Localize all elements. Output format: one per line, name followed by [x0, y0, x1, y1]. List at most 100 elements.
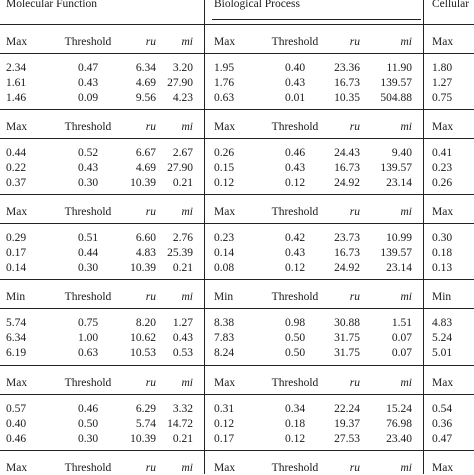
table-cell: 0.37: [6, 177, 27, 189]
table-cell: 0.30: [77, 433, 99, 445]
header-cell: Threshold: [271, 206, 319, 218]
header-cell: mi: [400, 291, 413, 303]
header-cell: Max: [432, 462, 454, 474]
table-cell: 27.90: [167, 162, 193, 174]
header-cell: Threshold: [64, 36, 112, 48]
table-cell: 3.32: [172, 403, 193, 415]
column-divider: [423, 0, 424, 474]
table-cell: 504.88: [380, 92, 412, 104]
table-cell: 10.99: [386, 232, 412, 244]
table-cell: 0.17: [6, 247, 27, 259]
table-cell: 8.24: [214, 347, 235, 359]
table-cell: 0.12: [284, 177, 306, 189]
table-cell: 5.74: [6, 317, 27, 329]
group-title-biological-process: Biological Process: [214, 0, 300, 10]
header-cell: mi: [400, 206, 413, 218]
table-cell: 0.14: [214, 247, 235, 259]
table-cell: 6.67: [135, 147, 156, 159]
table-cell: 2.76: [172, 232, 193, 244]
table-cell: 8.20: [135, 317, 156, 329]
table-cell: 0.01: [284, 92, 306, 104]
header-cell: ru: [349, 121, 360, 133]
table-cell: 7.83: [214, 332, 235, 344]
table-cell: 1.27: [172, 317, 193, 329]
header-cell: Max: [6, 462, 28, 474]
table-cell: 23.36: [334, 62, 360, 74]
table-cell: 139.57: [380, 247, 412, 259]
table-cell: 1.61: [6, 77, 27, 89]
table-cell: 4.23: [172, 92, 193, 104]
table-cell: 0.18: [284, 418, 306, 430]
header-cell: ru: [145, 121, 156, 133]
table-cell: 0.50: [284, 347, 306, 359]
table-cell: 0.75: [432, 92, 453, 104]
table-cell: 0.34: [284, 403, 306, 415]
header-cell: Max: [432, 377, 454, 389]
header-cell: mi: [181, 377, 194, 389]
table-cell: 27.90: [167, 77, 193, 89]
section-rule: [0, 109, 474, 110]
table-cell: 10.39: [130, 433, 156, 445]
table-cell: 5.74: [135, 418, 156, 430]
table-cell: 10.39: [130, 177, 156, 189]
table-cell: 0.13: [432, 262, 453, 274]
table-cell: 0.46: [284, 147, 306, 159]
header-cell: mi: [181, 36, 194, 48]
table-cell: 16.73: [334, 247, 360, 259]
table-cell: 4.83: [135, 247, 156, 259]
header-cell: ru: [145, 462, 156, 474]
header-cell: Min: [6, 291, 26, 303]
group-title-molecular-function: Molecular Function: [6, 0, 98, 10]
table-cell: 16.73: [334, 77, 360, 89]
table-cell: 3.20: [172, 62, 193, 74]
table-cell: 0.43: [77, 162, 99, 174]
table-cell: 0.54: [432, 403, 453, 415]
table-cell: 4.69: [135, 77, 156, 89]
column-divider: [204, 0, 205, 474]
header-cell: ru: [145, 377, 156, 389]
table-cell: 23.73: [334, 232, 360, 244]
header-cell: Threshold: [271, 121, 319, 133]
table-cell: 0.47: [432, 433, 453, 445]
table-cell: 11.90: [386, 62, 412, 74]
table-cell: 0.15: [214, 162, 235, 174]
header-cell: mi: [400, 36, 413, 48]
header-cell: ru: [349, 377, 360, 389]
table-cell: 0.31: [214, 403, 235, 415]
table-cell: 0.40: [284, 62, 306, 74]
table-cell: 2.34: [6, 62, 27, 74]
table-cell: 0.21: [172, 433, 193, 445]
table-cell: 2.67: [172, 147, 193, 159]
table-cell: 0.42: [284, 232, 306, 244]
header-rule: [0, 53, 474, 54]
table-cell: 0.52: [77, 147, 99, 159]
table-cell: 6.60: [135, 232, 156, 244]
header-cell: Min: [432, 291, 452, 303]
table-cell: 0.26: [214, 147, 235, 159]
header-cell: Threshold: [271, 462, 319, 474]
table-cell: 0.14: [6, 262, 27, 274]
table-cell: 139.57: [380, 77, 412, 89]
table-cell: 9.40: [391, 147, 412, 159]
table-cell: 6.34: [6, 332, 27, 344]
table-cell: 1.80: [432, 62, 453, 74]
header-cell: Max: [214, 462, 236, 474]
table-cell: 139.57: [380, 162, 412, 174]
table-cell: 1.46: [6, 92, 27, 104]
table-cell: 0.12: [284, 262, 306, 274]
header-cell: ru: [349, 206, 360, 218]
header-cell: Max: [214, 206, 236, 218]
table-cell: 1.76: [214, 77, 235, 89]
table-cell: 0.07: [391, 332, 412, 344]
table-cell: 0.17: [214, 433, 235, 445]
table-cell: 0.51: [77, 232, 99, 244]
table-cell: 0.50: [77, 418, 99, 430]
table-cell: 24.43: [334, 147, 360, 159]
header-cell: Threshold: [64, 462, 112, 474]
table-cell: 0.98: [284, 317, 306, 329]
table-cell: 31.75: [334, 332, 360, 344]
table-cell: 0.43: [284, 247, 306, 259]
table-cell: 0.63: [214, 92, 235, 104]
table-cell: 0.47: [77, 62, 99, 74]
